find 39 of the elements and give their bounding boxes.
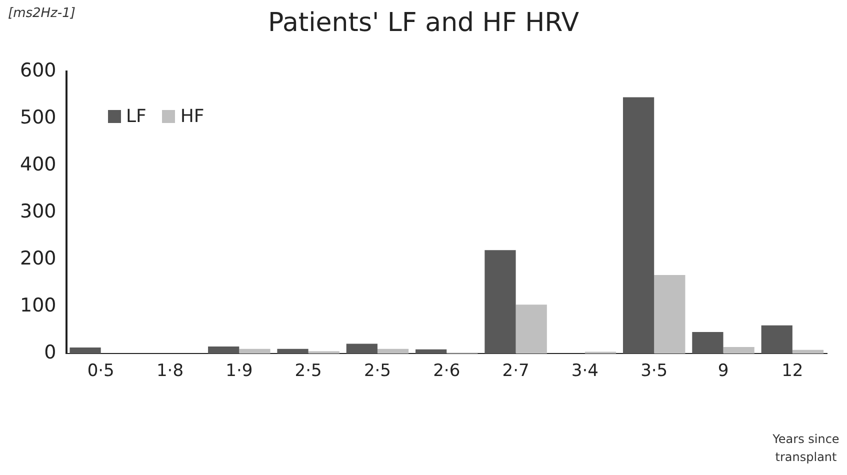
x-axis-title: Years since transplant [772, 431, 840, 466]
x-tick-label: 1·9 [226, 361, 253, 382]
legend-label: HF [180, 106, 204, 127]
bar [484, 250, 516, 354]
x-tick-label: 2·7 [502, 361, 530, 382]
y-tick-label: 100 [20, 294, 56, 317]
x-tick-label: 3·5 [640, 361, 668, 382]
y-tick-label: 500 [20, 106, 56, 128]
x-tick-label: 2·5 [364, 361, 391, 382]
bar [416, 349, 447, 354]
bar [622, 97, 654, 354]
bar [277, 348, 308, 354]
bar [516, 304, 547, 354]
x-tick-label: 1·8 [156, 361, 184, 382]
bar [346, 344, 378, 354]
x-tick-label: 3·4 [571, 361, 598, 382]
bar [308, 351, 340, 354]
y-tick-label: 400 [20, 153, 56, 176]
bar [692, 332, 724, 354]
bar [208, 346, 240, 354]
bar [761, 325, 792, 354]
y-axis-title: [ms2Hz-1] [8, 6, 76, 21]
bar [654, 275, 686, 354]
x-tick-label: 9 [718, 361, 729, 382]
bar [792, 350, 824, 354]
y-tick-label: 200 [20, 247, 56, 270]
x-tick-label: 2·5 [294, 361, 322, 382]
y-tick-label: 0 [44, 342, 56, 364]
legend-label: LF [126, 106, 146, 127]
x-tick-label: 12 [782, 361, 804, 382]
bar [70, 347, 101, 354]
bar [377, 348, 409, 354]
y-tick-label: 600 [20, 59, 56, 82]
bar [723, 347, 754, 354]
bar [239, 348, 270, 354]
chart-title: Patients' LF and HF HRV [268, 8, 580, 38]
x-tick-label: 2·6 [433, 361, 460, 382]
y-tick-label: 300 [20, 200, 56, 222]
x-tick-label: 0·5 [87, 361, 114, 382]
